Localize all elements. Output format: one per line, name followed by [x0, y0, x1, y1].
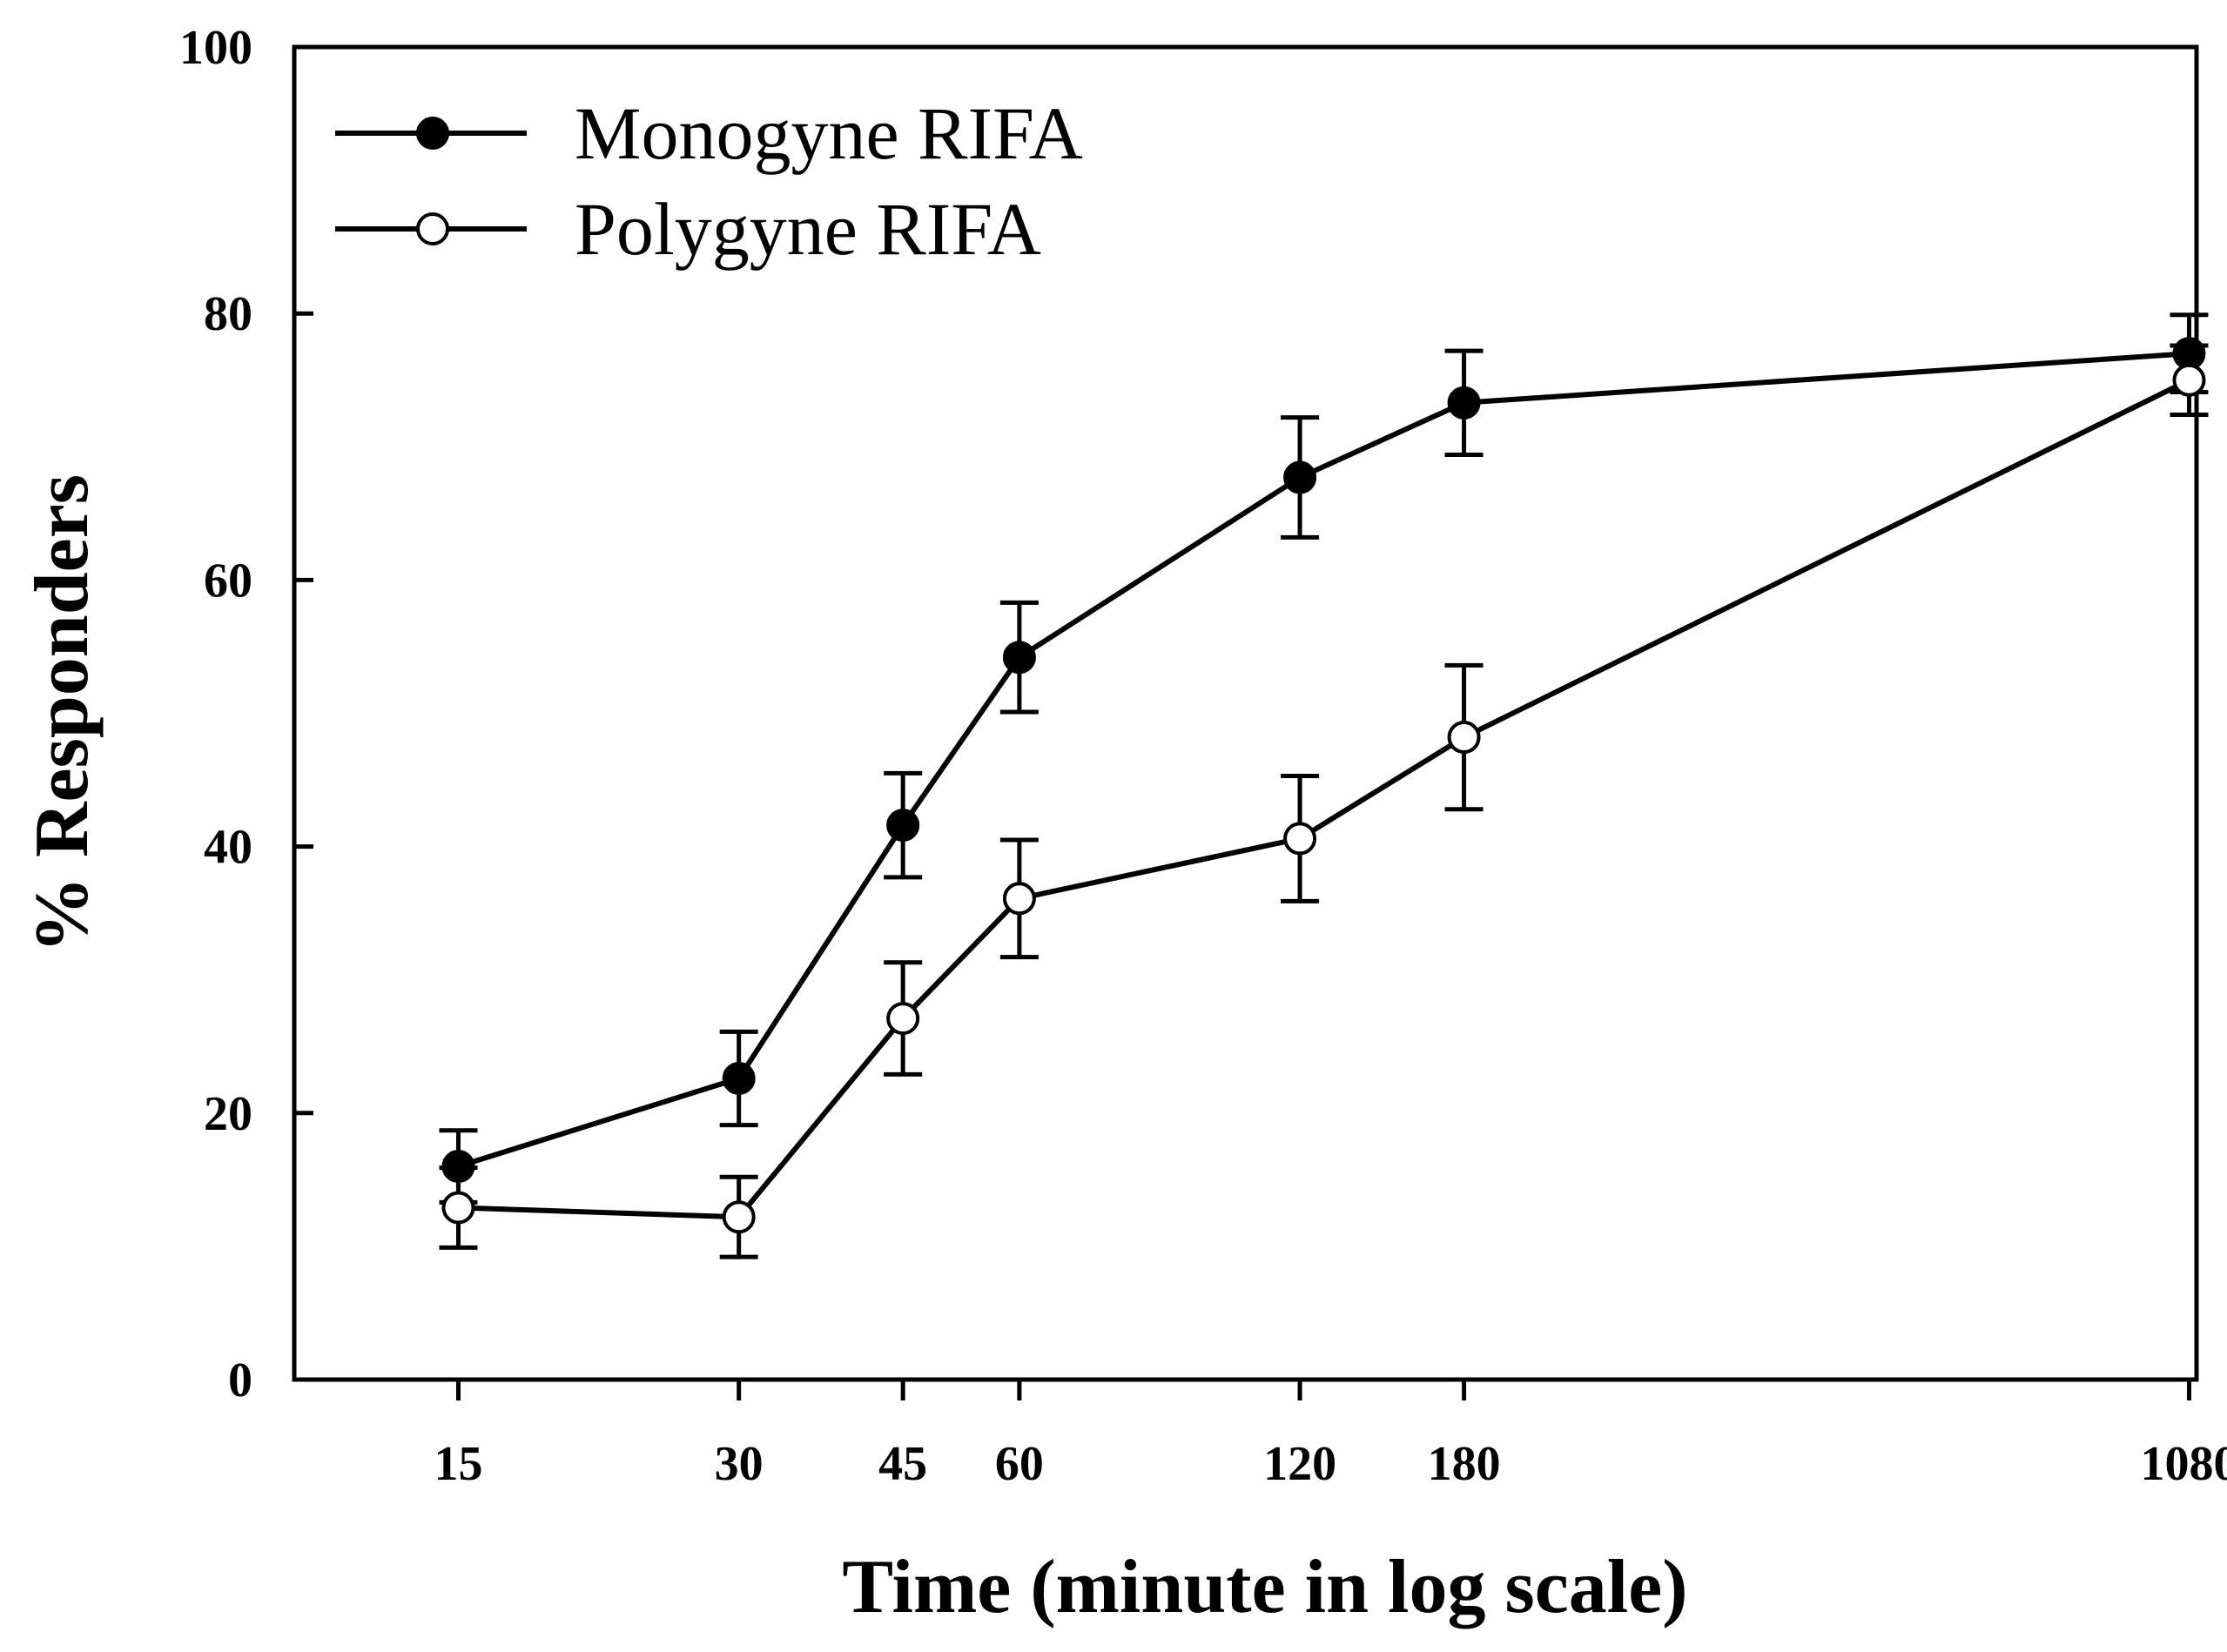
y-tick-label: 60: [204, 554, 252, 608]
y-axis: 0 20 40 60 80 100: [179, 21, 313, 1407]
data-point: [722, 1061, 756, 1095]
y-tick-label: 100: [179, 21, 252, 75]
data-point: [1283, 822, 1317, 856]
y-tick-label: 40: [204, 821, 252, 875]
data-point: [441, 1191, 475, 1225]
data-point: [1447, 721, 1481, 755]
series-line: [457, 351, 2190, 1169]
data-point: [1447, 386, 1481, 420]
legend-label-monogyne: Monogyne RIFA: [575, 91, 1083, 175]
series-monogyne: [439, 312, 2209, 1205]
y-axis-title: % Responders: [20, 474, 104, 953]
x-axis-title: Time (minute in log scale): [842, 1545, 1687, 1629]
x-tick-label: 30: [715, 1437, 764, 1491]
legend-marker-polygyne: [416, 212, 449, 245]
series-polygyne: [439, 343, 2209, 1259]
series-line: [458, 378, 2190, 1220]
y-tick-label: 20: [204, 1087, 252, 1141]
data-point: [886, 1002, 920, 1036]
data-point: [2172, 363, 2206, 397]
x-tick-label: 60: [995, 1437, 1044, 1491]
data-point: [886, 809, 920, 843]
x-tick-label: 15: [434, 1437, 482, 1491]
data-point: [1002, 641, 1036, 675]
y-tick-label: 0: [228, 1353, 252, 1407]
legend-marker-monogyne: [416, 117, 449, 150]
data-point: [722, 1200, 756, 1234]
plot-area-frame: [292, 44, 2199, 1382]
data-point: [1283, 460, 1317, 494]
x-tick-label: 120: [1263, 1437, 1336, 1491]
data-point: [1002, 882, 1036, 916]
series-layer: [439, 312, 2209, 1259]
legend: Monogyne RIFA Polygyne RIFA: [335, 91, 1083, 271]
x-tick-label: 1080: [2140, 1437, 2227, 1491]
x-tick-label: 180: [1428, 1437, 1501, 1491]
x-axis: 15 30 45 60 120 180 1080: [434, 1380, 2227, 1491]
y-tick-label: 80: [204, 287, 252, 341]
x-tick-label: 45: [878, 1437, 927, 1491]
legend-label-polygyne: Polygyne RIFA: [575, 187, 1041, 271]
